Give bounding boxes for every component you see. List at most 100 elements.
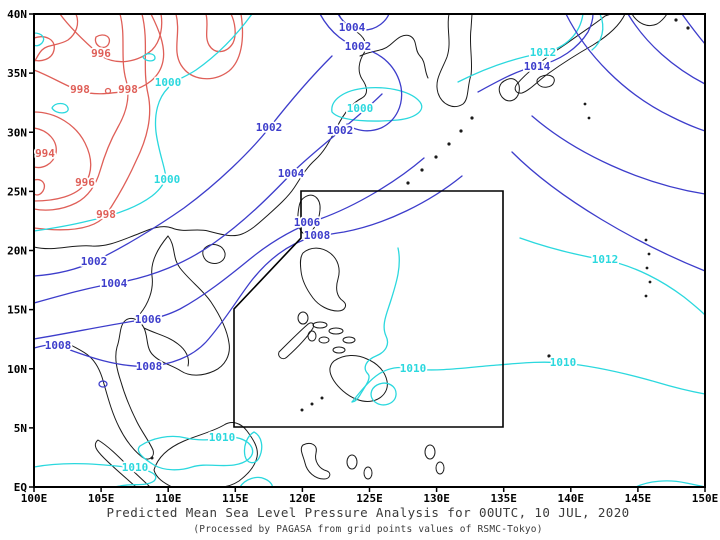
ryukyu-island-dot — [459, 129, 463, 133]
isobar-1012-line — [457, 13, 584, 83]
kuril-island-dot — [686, 26, 690, 30]
isobar-998-line — [33, 13, 151, 231]
x-tick-label: 150E — [692, 492, 719, 505]
coastline-hokkaido — [631, 13, 668, 27]
x-tick-label: 125E — [356, 492, 383, 505]
ryukyu-island-dot — [406, 181, 410, 185]
isobar-1012-line — [519, 237, 706, 316]
isobar-closed-low-line — [94, 34, 111, 49]
isobar-label-1004: 1004 — [339, 21, 366, 34]
coastline-leyte — [328, 327, 344, 335]
coastline-sulawesi — [300, 442, 331, 480]
coastline-visayas-island — [342, 336, 356, 344]
mariana-island-dot — [648, 280, 652, 284]
x-tick-label: 105E — [88, 492, 115, 505]
isobar-label-1010: 1010 — [400, 362, 427, 375]
isobar-label-998: 998 — [70, 83, 90, 96]
isobar-label-1004: 1004 — [101, 277, 128, 290]
singapore-dot — [150, 456, 154, 460]
y-axis: 40N 35N 30N 25N 20N 15N 10N 5N EQ — [7, 8, 34, 494]
coastline-negros — [318, 336, 330, 344]
isobar-label-1004: 1004 — [278, 167, 305, 180]
y-tick-label: 10N — [7, 363, 27, 376]
isobar-label-1002: 1002 — [327, 124, 354, 137]
map-subtitle: (Processed by PAGASA from grid points va… — [193, 524, 543, 535]
isobar-label-1014: 1014 — [524, 60, 551, 73]
isobar-1004-line — [33, 93, 383, 304]
map-title: Predicted Mean Sea Level Pressure Analys… — [106, 505, 630, 520]
isobar-label-1010: 1010 — [122, 461, 149, 474]
coastline-china — [33, 13, 367, 250]
ryukyu-island-dot — [470, 116, 474, 120]
isobar-1010-loop — [243, 431, 263, 464]
isobar-closed-loop — [142, 53, 156, 62]
isobar-label-1000: 1000 — [155, 76, 182, 89]
sulu-island-dot — [310, 402, 314, 406]
ryukyu-island-dot — [447, 142, 451, 146]
isobar-label-996: 996 — [91, 47, 111, 60]
x-tick-label: 145E — [625, 492, 652, 505]
sulu-island-dot — [300, 408, 304, 412]
isobar-high-cell-arc — [511, 151, 706, 272]
isobar-low-line — [175, 13, 244, 80]
coastline-mindanao — [329, 355, 388, 402]
x-tick-label: 135E — [490, 492, 517, 505]
isobar-label-998: 998 — [118, 83, 138, 96]
isobar-high-cell-arc — [565, 13, 706, 132]
isobar-1000-loop — [331, 86, 423, 122]
isobar-label-996: 996 — [75, 176, 95, 189]
border-cambodia — [143, 327, 189, 367]
x-tick-label: 115E — [222, 492, 249, 505]
isobar-1010-line — [33, 462, 157, 488]
x-tick-label: 100E — [21, 492, 48, 505]
isobar-1008-line — [33, 175, 463, 367]
isobar-label-1008: 1008 — [45, 339, 72, 352]
isobar-1010-line — [239, 476, 273, 488]
coastline-hainan — [202, 244, 226, 264]
mariana-island-dot — [647, 252, 651, 256]
isobar-1010-loop — [370, 382, 397, 406]
x-tick-label: 130E — [423, 492, 450, 505]
isobar-1014-line — [477, 13, 594, 93]
y-tick-label: 25N — [7, 185, 27, 198]
isobar-label-1006: 1006 — [135, 313, 162, 326]
isobar-1002-line — [33, 55, 333, 277]
isobar-label-1002: 1002 — [345, 40, 372, 53]
isobar-1006-line — [33, 157, 425, 340]
mariana-island-dot — [644, 294, 648, 298]
isobar-1010-line — [351, 247, 400, 403]
coastline-bohai — [359, 34, 429, 79]
y-tick-label: EQ — [14, 481, 28, 494]
isobar-high-cell-arc — [681, 13, 706, 45]
isobars-mid-blue — [33, 13, 706, 388]
coastline-korea — [436, 13, 473, 107]
isobar-1004-line — [337, 13, 390, 31]
isobar-1010-line — [351, 361, 706, 403]
isobar-label-994: 994 — [35, 147, 55, 160]
isobar-closed-loop — [51, 102, 69, 114]
ryukyu-island-dot — [434, 155, 438, 159]
isobar-1000-line — [33, 13, 253, 232]
y-tick-label: 30N — [7, 126, 27, 139]
isobar-1002-line — [319, 13, 403, 132]
isobar-996-line — [33, 111, 92, 202]
sulu-island-dot — [320, 396, 324, 400]
isobar-1010-loop — [137, 435, 254, 471]
isobars-high-cyan — [33, 13, 706, 488]
isobar-label-1002: 1002 — [256, 121, 283, 134]
izu-island-dot — [583, 102, 587, 106]
y-tick-label: 35N — [7, 67, 27, 80]
isobar-label-998: 998 — [96, 208, 116, 221]
island-dots — [150, 18, 690, 460]
coastline-honshu — [514, 13, 626, 94]
coastline-samar — [312, 321, 328, 329]
isobar-label-1000: 1000 — [154, 173, 181, 186]
coastline-panay — [307, 330, 317, 342]
mariana-island-dot — [644, 238, 648, 242]
border-laos-thailand — [139, 235, 169, 315]
kuril-island-dot — [674, 18, 678, 22]
isobars-low-red — [33, 13, 244, 231]
isobar-high-cell-arc — [627, 13, 706, 85]
